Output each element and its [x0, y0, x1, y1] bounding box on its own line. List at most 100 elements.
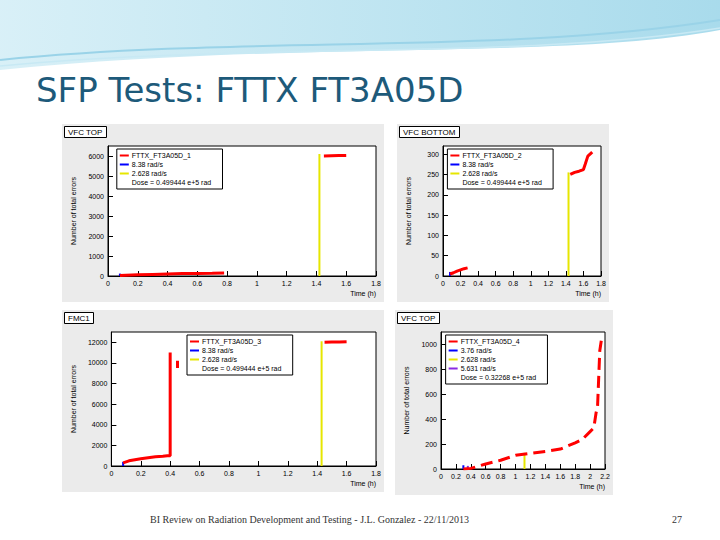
svg-text:0: 0: [433, 466, 437, 473]
svg-text:1.2: 1.2: [526, 473, 536, 480]
svg-text:0.8: 0.8: [496, 473, 506, 480]
svg-text:8.38 rad/s: 8.38 rad/s: [202, 347, 234, 354]
svg-text:Time (h): Time (h): [579, 483, 605, 491]
svg-text:1.4: 1.4: [561, 280, 571, 287]
svg-text:1.4: 1.4: [312, 470, 322, 477]
svg-text:FTTX_FT3A05D_3: FTTX_FT3A05D_3: [202, 338, 261, 346]
svg-text:1.6: 1.6: [342, 470, 352, 477]
svg-text:1.8: 1.8: [371, 280, 381, 287]
svg-text:0.6: 0.6: [195, 470, 205, 477]
svg-text:1000: 1000: [421, 341, 437, 348]
svg-text:200: 200: [427, 191, 439, 198]
svg-text:1.4: 1.4: [540, 473, 550, 480]
svg-text:0.8: 0.8: [224, 470, 234, 477]
svg-text:Dose = 0.499444 e+5 rad: Dose = 0.499444 e+5 rad: [462, 179, 542, 186]
svg-text:6000: 6000: [92, 401, 108, 408]
svg-text:4000: 4000: [92, 421, 108, 428]
svg-text:0: 0: [439, 473, 443, 480]
svg-text:200: 200: [425, 441, 437, 448]
svg-text:0.2: 0.2: [133, 280, 143, 287]
svg-text:FTTX_FT3A05D_1: FTTX_FT3A05D_1: [132, 152, 191, 160]
svg-text:8000: 8000: [92, 380, 108, 387]
svg-text:1.2: 1.2: [282, 280, 292, 287]
svg-text:5.631 rad/s: 5.631 rad/s: [461, 365, 497, 372]
svg-text:1.6: 1.6: [579, 280, 589, 287]
svg-text:Number of total errors: Number of total errors: [405, 176, 412, 245]
svg-text:0.6: 0.6: [491, 280, 501, 287]
svg-text:5000: 5000: [88, 173, 104, 180]
svg-text:FTTX_FT3A05D_4: FTTX_FT3A05D_4: [461, 338, 520, 346]
svg-text:1.2: 1.2: [543, 280, 553, 287]
svg-text:0: 0: [109, 470, 113, 477]
svg-text:0: 0: [435, 273, 439, 280]
svg-text:1.8: 1.8: [371, 470, 381, 477]
svg-text:1.4: 1.4: [312, 280, 322, 287]
svg-text:8.38 rad/s: 8.38 rad/s: [462, 161, 494, 168]
svg-text:2000: 2000: [88, 233, 104, 240]
svg-text:600: 600: [425, 391, 437, 398]
svg-text:6000: 6000: [88, 153, 104, 160]
svg-text:1.8: 1.8: [570, 473, 580, 480]
html-text:BI Review on Radiation Develop: BI Review on Radiation Development and T…: [150, 514, 469, 525]
svg-text:100: 100: [427, 232, 439, 239]
svg-text:1: 1: [529, 280, 533, 287]
svg-text:2: 2: [588, 473, 592, 480]
svg-text:Number of total errors: Number of total errors: [70, 176, 77, 245]
svg-text:1: 1: [514, 473, 518, 480]
svg-text:150: 150: [427, 212, 439, 219]
svg-text:VFC TOP: VFC TOP: [401, 314, 435, 323]
svg-text:Dose = 0.499444 e+5 rad: Dose = 0.499444 e+5 rad: [132, 179, 212, 186]
svg-text:250: 250: [427, 171, 439, 178]
svg-text:0: 0: [103, 463, 107, 470]
svg-text:0: 0: [106, 280, 110, 287]
svg-text:3.76 rad/s: 3.76 rad/s: [461, 347, 493, 354]
svg-text:1.8: 1.8: [596, 280, 606, 287]
svg-text:1: 1: [256, 470, 260, 477]
svg-text:0.8: 0.8: [508, 280, 518, 287]
svg-text:0.4: 0.4: [473, 280, 483, 287]
svg-text:300: 300: [427, 151, 439, 158]
svg-text:1.6: 1.6: [341, 280, 351, 287]
svg-text:0.6: 0.6: [192, 280, 202, 287]
svg-text:2.628 rad/s: 2.628 rad/s: [462, 170, 498, 177]
svg-text:2.628 rad/s: 2.628 rad/s: [132, 170, 168, 177]
svg-text:10000: 10000: [88, 359, 108, 366]
svg-text:0.6: 0.6: [481, 473, 491, 480]
svg-text:0.2: 0.2: [136, 470, 146, 477]
svg-text:VFC TOP: VFC TOP: [68, 128, 102, 137]
svg-text:1.6: 1.6: [555, 473, 565, 480]
html-text:SFP Tests: FTTX FT3A05D: SFP Tests: FTTX FT3A05D: [36, 70, 464, 110]
svg-text:2.628 rad/s: 2.628 rad/s: [202, 356, 238, 363]
svg-text:1000: 1000: [88, 253, 104, 260]
svg-text:0: 0: [441, 280, 445, 287]
svg-text:0.4: 0.4: [163, 280, 173, 287]
svg-text:0.4: 0.4: [466, 473, 476, 480]
svg-text:400: 400: [425, 416, 437, 423]
svg-text:1: 1: [255, 280, 259, 287]
svg-text:2.2: 2.2: [600, 473, 610, 480]
svg-text:800: 800: [425, 366, 437, 373]
svg-text:2.628 rad/s: 2.628 rad/s: [461, 356, 497, 363]
svg-text:12000: 12000: [88, 339, 108, 346]
svg-text:1.2: 1.2: [283, 470, 293, 477]
svg-text:0.2: 0.2: [451, 473, 461, 480]
svg-text:Time (h): Time (h): [575, 290, 601, 298]
svg-text:4000: 4000: [88, 193, 104, 200]
svg-text:Time (h): Time (h): [350, 480, 376, 488]
svg-text:Dose = 0.499444 e+5 rad: Dose = 0.499444 e+5 rad: [202, 365, 282, 372]
svg-text:VFC BOTTOM: VFC BOTTOM: [403, 128, 456, 137]
svg-text:FMC1: FMC1: [68, 314, 90, 323]
svg-text:50: 50: [431, 252, 439, 259]
svg-text:3000: 3000: [88, 213, 104, 220]
svg-text:2000: 2000: [92, 442, 108, 449]
svg-text:Number of total errors: Number of total errors: [403, 366, 410, 435]
svg-text:0.8: 0.8: [222, 280, 232, 287]
svg-text:Number of total errors: Number of total errors: [70, 364, 77, 433]
svg-text:Dose = 0.32268 e+5 rad: Dose = 0.32268 e+5 rad: [461, 374, 537, 381]
svg-text:FTTX_FT3A05D_2: FTTX_FT3A05D_2: [462, 152, 521, 160]
svg-text:Time (h): Time (h): [350, 290, 376, 298]
svg-text:0: 0: [100, 273, 104, 280]
svg-text:0.4: 0.4: [165, 470, 175, 477]
svg-text:8.38 rad/s: 8.38 rad/s: [132, 161, 164, 168]
svg-text:0.2: 0.2: [456, 280, 466, 287]
